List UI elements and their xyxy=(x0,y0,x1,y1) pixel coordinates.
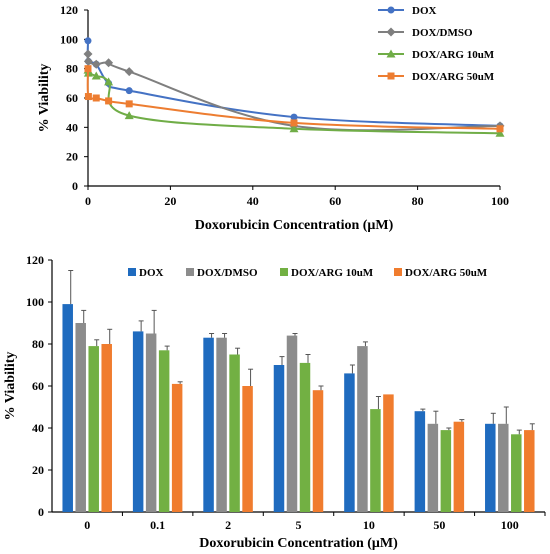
x-tick-label: 20 xyxy=(164,194,176,208)
bar xyxy=(427,423,439,512)
bar xyxy=(62,304,73,512)
data-point-marker xyxy=(386,27,396,37)
y-tick-label: 20 xyxy=(66,150,78,164)
bar xyxy=(357,346,368,512)
data-point-marker xyxy=(496,125,504,133)
legend-label: DOX/ARG 10uM xyxy=(412,49,495,61)
bar xyxy=(273,365,285,512)
bar xyxy=(498,423,509,512)
x-tick-label: 0 xyxy=(85,194,91,208)
y-axis-title: % Viability xyxy=(37,64,52,133)
bar xyxy=(145,333,157,512)
y-tick-label: 100 xyxy=(26,295,44,309)
bar xyxy=(312,390,324,512)
data-point-marker xyxy=(124,111,134,120)
bar xyxy=(132,331,144,512)
x-tick-label: 0.1 xyxy=(150,518,165,532)
data-point-marker xyxy=(91,71,101,80)
y-tick-label: 120 xyxy=(26,253,44,267)
x-tick-label: 100 xyxy=(491,194,509,208)
x-tick-label: 100 xyxy=(501,518,519,532)
y-tick-label: 40 xyxy=(66,120,78,134)
bar xyxy=(453,421,465,512)
data-point-marker xyxy=(84,37,92,45)
y-tick-label: 100 xyxy=(60,32,78,46)
x-axis-title: Doxorubicin Concentration (μM) xyxy=(199,536,398,551)
legend-swatch xyxy=(128,268,136,276)
x-tick-label: 80 xyxy=(412,194,424,208)
y-tick-label: 0 xyxy=(38,505,44,519)
y-tick-label: 40 xyxy=(32,421,44,435)
data-point-marker xyxy=(83,49,93,59)
legend-label: DOX/ARG 10uM xyxy=(291,267,374,279)
bar xyxy=(101,344,112,512)
bar xyxy=(485,423,496,512)
legend-label: DOX/ARG 50uM xyxy=(412,71,495,83)
data-point-marker xyxy=(83,56,93,66)
data-point-marker xyxy=(125,87,133,95)
line-chart: 0 20 40 60 80 100 120 0 20 40 60 80 100 Doxorubicin C… xyxy=(37,3,509,233)
y-tick-label: 20 xyxy=(32,463,44,477)
data-point-marker xyxy=(386,49,396,58)
data-point-marker xyxy=(92,94,100,102)
legend-label: DOX xyxy=(139,267,164,279)
bar xyxy=(242,386,253,512)
data-point-marker xyxy=(387,6,395,14)
bar xyxy=(383,394,394,512)
x-tick-label: 60 xyxy=(329,194,341,208)
bar xyxy=(440,430,452,512)
legend-label: DOX/DMSO xyxy=(412,27,473,39)
data-point-marker xyxy=(104,77,114,86)
y-tick-label: 120 xyxy=(60,3,78,17)
bar xyxy=(229,354,240,512)
y-tick-label: 60 xyxy=(32,379,44,393)
data-point-marker xyxy=(125,100,133,108)
y-tick-label: 60 xyxy=(66,91,78,105)
bar xyxy=(171,383,183,512)
x-tick-label: 50 xyxy=(433,518,445,532)
series-dox-arg-50um xyxy=(84,65,504,133)
x-tick-label: 5 xyxy=(296,518,302,532)
x-tick-label: 0 xyxy=(84,518,90,532)
bar xyxy=(286,335,298,512)
data-point-marker xyxy=(91,59,101,69)
bar xyxy=(88,346,99,512)
legend-label: DOX/DMSO xyxy=(197,267,258,279)
x-axis-title: Doxorubicin Concentration (μM) xyxy=(195,218,394,233)
bar xyxy=(414,411,426,512)
bar xyxy=(370,409,381,512)
bar xyxy=(216,337,227,512)
legend-label: DOX/ARG 50uM xyxy=(405,267,488,279)
bar xyxy=(299,362,311,512)
bar xyxy=(344,373,355,512)
x-tick-label: 40 xyxy=(247,194,259,208)
data-point-marker xyxy=(290,113,298,121)
legend-swatch xyxy=(394,268,402,276)
bar xyxy=(75,323,86,512)
bar xyxy=(158,350,170,512)
data-point-marker xyxy=(104,58,114,68)
y-tick-label: 80 xyxy=(66,62,78,76)
legend-swatch xyxy=(280,268,288,276)
data-point-marker xyxy=(387,72,395,80)
y-tick-label: 0 xyxy=(72,179,78,193)
y-axis-title: % Viability xyxy=(3,352,18,421)
data-point-marker xyxy=(84,93,92,101)
y-tick-label: 80 xyxy=(32,337,44,351)
bar xyxy=(511,434,522,512)
data-point-marker xyxy=(289,124,299,133)
x-tick-label: 10 xyxy=(363,518,375,532)
legend-label: DOX xyxy=(412,5,437,17)
bar xyxy=(524,430,535,512)
data-point-marker xyxy=(84,65,92,73)
x-tick-label: 2 xyxy=(225,518,231,532)
bar xyxy=(203,337,214,512)
data-point-marker xyxy=(105,97,113,105)
data-point-marker xyxy=(495,128,505,137)
legend-swatch xyxy=(186,268,194,276)
data-point-marker xyxy=(124,67,134,77)
data-point-marker xyxy=(290,119,298,127)
bar-chart: 0 20 40 60 80 100 120 0 0.1 2 5 10 50 100 Doxorubicin … xyxy=(3,253,546,551)
